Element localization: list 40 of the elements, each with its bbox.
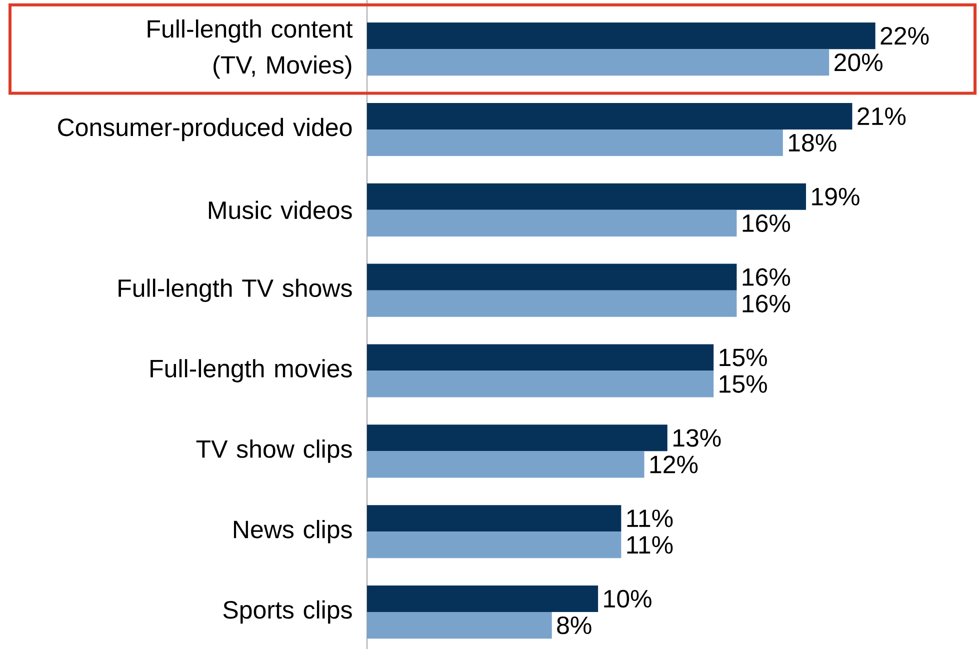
y-tick-label: News clips [234, 520, 352, 544]
bar [366, 210, 737, 236]
data-label: 21% [858, 107, 906, 126]
data-label: 22% [880, 27, 929, 45]
bar [366, 344, 714, 371]
data-label: 16% [742, 294, 790, 312]
y-tick-label: Sports clips [223, 600, 352, 624]
bar [366, 22, 876, 50]
data-label: 15% [720, 348, 767, 366]
data-label: 19% [812, 188, 860, 206]
bar [366, 505, 622, 532]
bar [366, 612, 552, 639]
data-label: 10% [604, 590, 652, 608]
bar [366, 585, 598, 612]
bar [366, 183, 806, 210]
y-tick-label: TV show clips [196, 440, 352, 463]
bar [366, 102, 852, 130]
data-label: 16% [742, 214, 790, 232]
data-label: 11% [627, 510, 673, 528]
bar [366, 264, 737, 290]
data-label: 11% [627, 536, 673, 554]
bar [366, 532, 622, 558]
data-label: 12% [650, 456, 698, 474]
bar [366, 451, 644, 478]
bar [366, 129, 783, 156]
bar [366, 49, 830, 76]
bar [366, 290, 737, 317]
data-label: 16% [742, 268, 790, 286]
data-label: 18% [789, 134, 836, 152]
data-label: 13% [673, 429, 721, 447]
data-label: 20% [834, 53, 882, 72]
y-tick-label: Full-length content (TV, Movies) [148, 19, 353, 79]
bar [366, 370, 714, 398]
y-tick-label: Full-length movies [150, 359, 352, 382]
y-tick-label: Music videos [208, 200, 352, 220]
data-label: 15% [720, 375, 767, 393]
y-tick-label: Full-length TV shows [118, 278, 352, 302]
y-tick-label: Consumer-produced video [58, 118, 352, 142]
data-label: 8% [557, 616, 592, 634]
bar [366, 424, 668, 452]
